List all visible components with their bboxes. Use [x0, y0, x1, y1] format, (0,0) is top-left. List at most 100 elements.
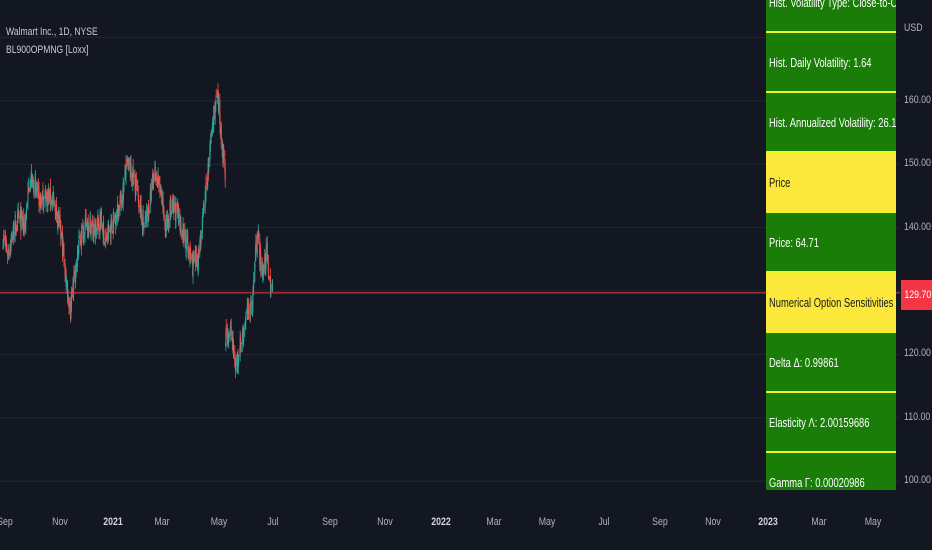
- candle-body: [223, 148, 225, 157]
- candle-body: [178, 214, 180, 223]
- candle-body: [120, 199, 122, 204]
- candle-body: [125, 160, 127, 162]
- candle-body: [253, 279, 255, 288]
- x-tick-label: May: [210, 516, 228, 528]
- candle-body: [50, 200, 52, 205]
- candle-body: [170, 210, 172, 215]
- candle-body: [144, 216, 146, 225]
- candle-body: [43, 196, 45, 206]
- candle-body: [88, 225, 90, 230]
- candle-body: [235, 360, 237, 367]
- table-cell-text: Hist. Daily Volatility: 1.64: [769, 55, 872, 70]
- candle-body: [115, 220, 117, 229]
- candle-body: [18, 217, 20, 219]
- table-cell-text: Price: 64.71: [769, 235, 819, 250]
- candle-body: [130, 173, 132, 179]
- candle-body: [228, 333, 230, 343]
- y-tick-label: 100.00: [904, 474, 931, 487]
- table-cell: Numerical Option Sensitivities: [766, 273, 896, 333]
- candle-body: [53, 200, 55, 202]
- candle-body: [243, 329, 245, 342]
- candle-body: [14, 216, 16, 218]
- candle-body: [252, 290, 254, 305]
- candle-body: [195, 248, 197, 267]
- candle-body: [105, 236, 107, 243]
- candle-body: [89, 217, 91, 221]
- candle-body: [229, 330, 231, 335]
- candle-body: [170, 198, 172, 213]
- candle-body: [67, 280, 69, 299]
- candle-body: [21, 210, 23, 218]
- candle-body: [106, 237, 108, 239]
- candle-body: [60, 221, 62, 239]
- candle-body: [99, 212, 101, 235]
- candle-body: [263, 271, 265, 273]
- candle-body: [110, 217, 112, 229]
- candle-body: [240, 343, 242, 345]
- candle-body: [60, 233, 62, 238]
- candle-body: [205, 184, 207, 199]
- candle-body: [245, 316, 247, 322]
- candle-body: [108, 226, 110, 238]
- x-tick-label: Jul: [267, 516, 279, 528]
- candle-body: [160, 189, 162, 197]
- candle-body: [218, 103, 220, 109]
- candle-body: [13, 222, 15, 240]
- candle-body: [115, 214, 117, 220]
- symbol-title: Walmart Inc., 1D, NYSE: [6, 26, 98, 38]
- candle-body: [103, 230, 105, 243]
- candle-body: [184, 230, 186, 237]
- table-cell: Price: [766, 153, 896, 213]
- candle-body: [200, 232, 202, 240]
- candle-body: [270, 285, 272, 287]
- candle-body: [158, 176, 160, 185]
- candle-body: [20, 212, 22, 230]
- candle-body: [147, 206, 149, 223]
- indicator-title: BL900OPMNG [Loxx]: [6, 44, 89, 56]
- x-tick-label: Mar: [154, 516, 170, 528]
- candle-body: [268, 276, 270, 278]
- candle-body: [27, 186, 29, 188]
- candle-body: [62, 242, 64, 252]
- candle-body: [180, 222, 182, 231]
- candle-body: [193, 257, 195, 264]
- candle-body: [203, 206, 205, 209]
- candle-body: [205, 181, 207, 186]
- x-tick-label: 2021: [103, 516, 123, 528]
- candle-body: [173, 202, 175, 212]
- candle-body: [84, 222, 86, 235]
- candle-body: [248, 306, 250, 316]
- y-tick-label: 120.00: [904, 347, 931, 360]
- candle-body: [145, 211, 147, 224]
- candle-body: [55, 204, 57, 216]
- x-tick-label: May: [538, 516, 556, 528]
- candle-body: [265, 245, 267, 262]
- x-tick-label: Sep: [652, 516, 668, 528]
- candle-body: [207, 177, 209, 188]
- candle-body: [10, 237, 12, 247]
- candle-body: [140, 197, 142, 212]
- candle-body: [75, 263, 77, 266]
- candle-body: [63, 249, 65, 265]
- candle-body: [85, 223, 87, 226]
- candle-body: [257, 238, 259, 240]
- candle-body: [140, 208, 142, 221]
- candle-body: [230, 326, 232, 336]
- candle-body: [17, 212, 19, 232]
- candle-body: [78, 236, 80, 246]
- candle-body: [28, 185, 30, 187]
- candle-body: [148, 213, 150, 215]
- candle-body: [8, 251, 10, 256]
- candle-body: [30, 180, 32, 183]
- candle-body: [26, 208, 28, 218]
- candle-body: [155, 173, 157, 181]
- candle-body: [250, 299, 252, 307]
- candle-body: [105, 234, 107, 241]
- candle-body: [28, 188, 30, 192]
- candle-body: [256, 236, 258, 255]
- candle-body: [215, 96, 217, 98]
- candle-body: [128, 158, 130, 164]
- candle-body: [55, 207, 57, 221]
- table-cell: Hist. Daily Volatility: 1.64: [766, 33, 896, 93]
